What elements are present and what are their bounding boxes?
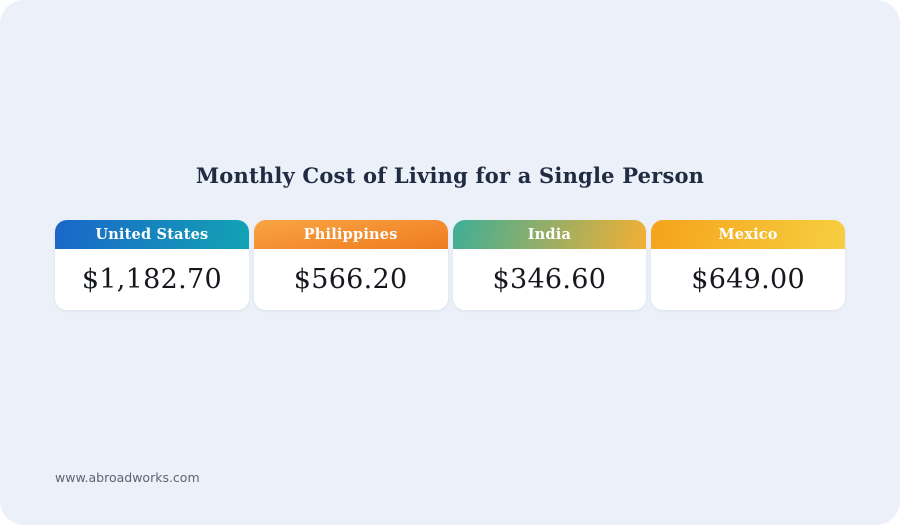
card-united-states: United States $1,182.70: [55, 220, 249, 310]
card-header-philippines: Philippines: [253, 220, 448, 249]
card-india: India $346.60: [452, 220, 647, 310]
card-value-india: $346.60: [452, 249, 647, 310]
card-mexico: Mexico $649.00: [651, 220, 845, 310]
page-title: Monthly Cost of Living for a Single Pers…: [195, 163, 705, 188]
website-url: www.abroadworks.com: [55, 470, 200, 485]
card-header-mexico: Mexico: [651, 220, 845, 249]
card-philippines: Philippines $566.20: [253, 220, 448, 310]
card-value-philippines: $566.20: [253, 249, 448, 310]
card-header-united-states: United States: [55, 220, 249, 249]
card-value-united-states: $1,182.70: [55, 249, 249, 310]
card-value-mexico: $649.00: [651, 249, 845, 310]
country-cards-row: United States $1,182.70 Philippines $566…: [55, 220, 845, 310]
card-header-india: India: [452, 220, 647, 249]
